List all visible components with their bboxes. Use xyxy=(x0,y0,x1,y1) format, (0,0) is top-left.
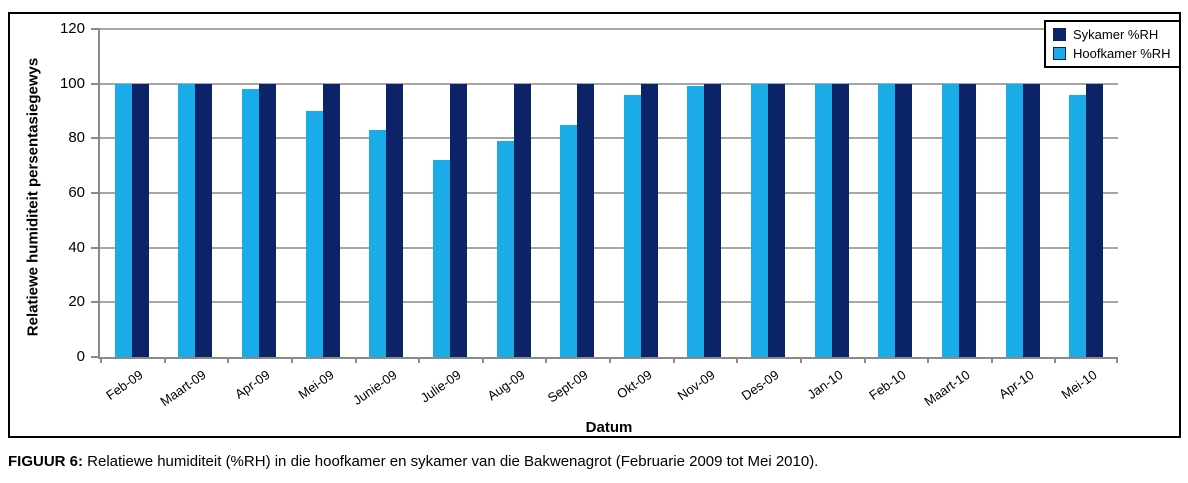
x-tick xyxy=(1054,357,1057,363)
gridline-100 xyxy=(100,82,1118,85)
bar-sykamer xyxy=(577,83,595,357)
bar-hoofkamer xyxy=(878,83,896,357)
x-axis-title: Datum xyxy=(585,419,633,436)
y-axis-title: Relatiewe humiditeit persentasiegewys xyxy=(24,57,42,337)
bar-sykamer xyxy=(131,83,149,357)
bar-hoofkamer xyxy=(432,160,450,357)
gridline-80 xyxy=(100,137,1118,140)
y-axis-line xyxy=(98,28,100,359)
bar-sykamer xyxy=(386,83,404,357)
y-tick-40 xyxy=(91,246,100,249)
bar-hoofkamer xyxy=(242,89,260,357)
bar-sykamer xyxy=(259,83,277,357)
bar-hoofkamer xyxy=(496,141,514,357)
bar-hoofkamer xyxy=(369,130,387,357)
x-tick xyxy=(609,357,611,363)
bar-sykamer xyxy=(640,83,658,357)
x-tick xyxy=(545,357,548,363)
y-tick-label: 20 xyxy=(68,293,85,311)
hoofkamer-swatch-icon xyxy=(1053,47,1066,60)
bar-sykamer xyxy=(895,83,913,357)
x-tick xyxy=(863,357,866,363)
legend-label-sykamer: Sykamer %RH xyxy=(1073,27,1159,42)
bar-hoofkamer xyxy=(623,94,641,357)
gridline-20 xyxy=(100,301,1118,304)
bar-hoofkamer xyxy=(814,83,832,357)
y-tick-label: 40 xyxy=(68,238,85,256)
x-tick xyxy=(481,357,484,363)
bar-hoofkamer xyxy=(687,86,705,357)
x-tick xyxy=(100,357,102,363)
y-tick-label: 60 xyxy=(68,184,85,201)
x-tick xyxy=(163,357,166,363)
bar-hoofkamer xyxy=(941,83,959,357)
y-tick-100 xyxy=(91,82,100,85)
bar-sykamer xyxy=(449,83,467,357)
bar-sykamer xyxy=(1022,83,1040,357)
x-tick xyxy=(990,357,993,363)
x-tick xyxy=(418,357,421,363)
legend: Sykamer %RH Hoofkamer %RH xyxy=(1044,20,1181,68)
y-tick-label: 120 xyxy=(59,20,85,37)
x-tick xyxy=(354,357,357,363)
legend-item-sykamer: Sykamer %RH xyxy=(1053,27,1171,42)
bar-sykamer xyxy=(195,83,213,357)
bar-sykamer xyxy=(768,83,786,357)
y-tick-label: 80 xyxy=(68,129,85,147)
bar-sykamer xyxy=(1086,83,1104,357)
x-tick xyxy=(736,357,739,363)
x-tick xyxy=(672,357,675,363)
bar-sykamer xyxy=(831,83,849,357)
y-tick-label: 0 xyxy=(76,348,85,365)
figure-caption-text: Relatiewe humiditeit (%RH) in die hoofka… xyxy=(83,453,819,470)
x-tick xyxy=(227,357,230,363)
y-tick-120 xyxy=(91,28,100,30)
bar-hoofkamer xyxy=(751,83,769,357)
bar-hoofkamer xyxy=(1005,83,1023,357)
bar-hoofkamer xyxy=(1069,94,1087,357)
bar-sykamer xyxy=(322,83,340,357)
bar-sykamer xyxy=(958,83,976,357)
sykamer-swatch-icon xyxy=(1053,28,1066,41)
legend-item-hoofkamer: Hoofkamer %RH xyxy=(1053,46,1171,61)
y-tick-20 xyxy=(91,301,100,304)
x-tick xyxy=(799,357,802,363)
bar-sykamer xyxy=(513,83,531,357)
y-tick-80 xyxy=(91,137,100,140)
bar-sykamer xyxy=(704,83,722,357)
gridline-120 xyxy=(100,28,1118,30)
x-tick xyxy=(1116,357,1118,363)
bar-hoofkamer xyxy=(305,111,323,357)
gridline-60 xyxy=(100,192,1118,194)
bar-hoofkamer xyxy=(178,83,196,357)
figure-caption-label: FIGUUR 6: xyxy=(8,453,83,470)
x-tick xyxy=(927,357,930,363)
y-tick-60 xyxy=(91,192,100,194)
y-tick-label: 100 xyxy=(59,74,85,92)
bar-hoofkamer xyxy=(114,83,132,357)
x-tick xyxy=(290,357,293,363)
y-tick-0 xyxy=(91,356,100,358)
legend-label-hoofkamer: Hoofkamer %RH xyxy=(1073,46,1171,61)
gridline-40 xyxy=(100,246,1118,249)
bar-hoofkamer xyxy=(560,124,578,357)
figure-caption: FIGUUR 6: Relatiewe humiditeit (%RH) in … xyxy=(8,453,818,470)
